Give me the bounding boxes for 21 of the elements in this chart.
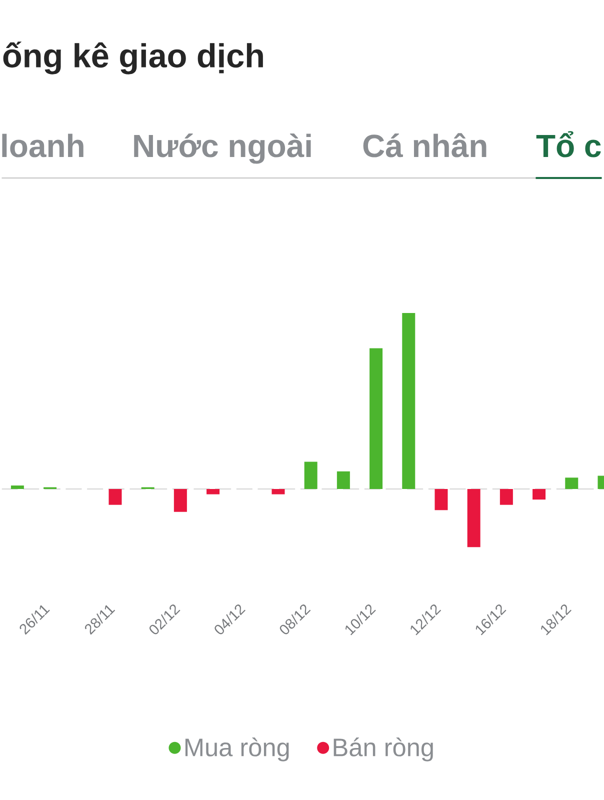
legend-label: Bán ròng xyxy=(334,738,433,762)
text: Tổ c xyxy=(536,131,601,158)
text: Cá nhân xyxy=(363,133,486,158)
bar xyxy=(402,313,416,489)
text: Nước ngoài xyxy=(134,134,311,164)
bar xyxy=(272,489,285,494)
bar xyxy=(565,478,578,489)
legend-label: Mua ròng xyxy=(185,738,289,762)
bar xyxy=(336,471,350,489)
bar xyxy=(174,489,187,512)
bar xyxy=(532,489,546,500)
bar xyxy=(108,489,122,505)
bar xyxy=(500,489,513,505)
text: loanh xyxy=(2,134,84,158)
bar xyxy=(434,489,448,510)
bar xyxy=(369,348,382,489)
bar xyxy=(10,485,24,489)
bar xyxy=(467,489,480,548)
bar xyxy=(304,462,318,489)
bar xyxy=(206,489,220,494)
chart-title: ống kê giao dịch xyxy=(3,42,263,74)
